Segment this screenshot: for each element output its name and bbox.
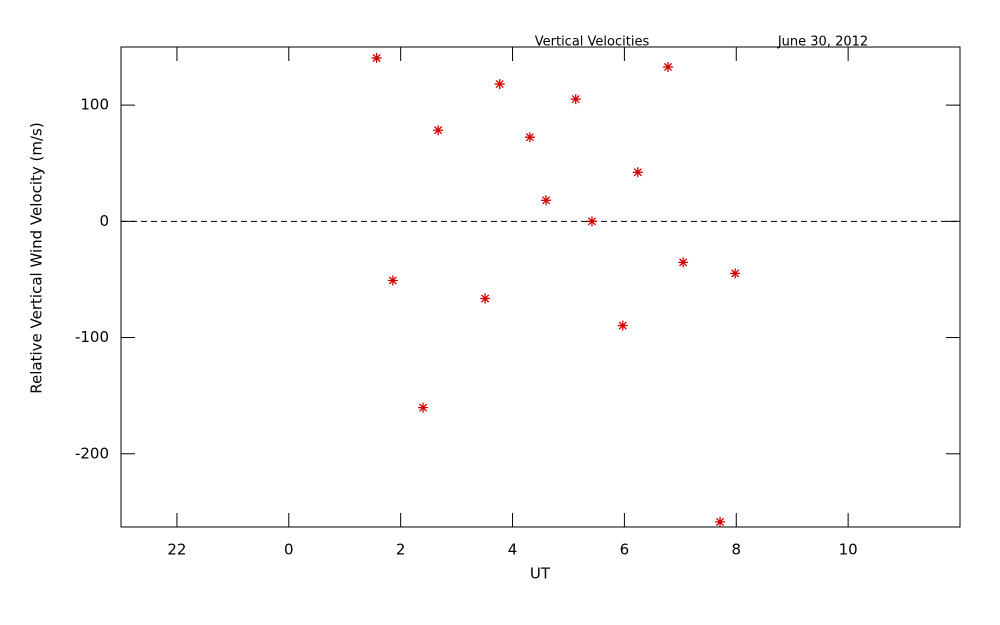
y-tick-label: 100 [80, 96, 109, 114]
y-axis-label: Relative Vertical Wind Velocity (m/s) [28, 122, 46, 393]
x-tick-label: 2 [396, 541, 406, 559]
data-point [617, 320, 628, 331]
data-point [678, 257, 689, 268]
data-point [730, 268, 741, 279]
data-point [494, 79, 505, 90]
data-point [418, 402, 429, 413]
plot-frame [120, 46, 961, 528]
data-point [371, 53, 382, 64]
y-tick-label: -100 [75, 328, 109, 346]
x-tick-label: 6 [620, 541, 630, 559]
data-point [570, 94, 581, 105]
y-tick-label: -200 [75, 444, 109, 462]
chart-date: June 30, 2012 [777, 35, 868, 50]
x-tick-label: 8 [731, 541, 741, 559]
data-point [480, 293, 491, 304]
data-point [715, 516, 726, 527]
data-point [586, 216, 597, 227]
x-tick-label: 22 [167, 541, 186, 559]
x-tick-label: 10 [839, 541, 858, 559]
chart-title: Vertical Velocities [535, 35, 650, 50]
data-point [387, 275, 398, 286]
y-tick-label: 0 [99, 212, 109, 230]
x-tick-label: 4 [508, 541, 518, 559]
data-point [541, 195, 552, 206]
x-axis-label: UT [530, 565, 551, 583]
data-point [663, 61, 674, 72]
data-point [632, 167, 643, 178]
data-point [433, 125, 444, 136]
x-tick-label: 0 [284, 541, 294, 559]
data-point [524, 132, 535, 143]
